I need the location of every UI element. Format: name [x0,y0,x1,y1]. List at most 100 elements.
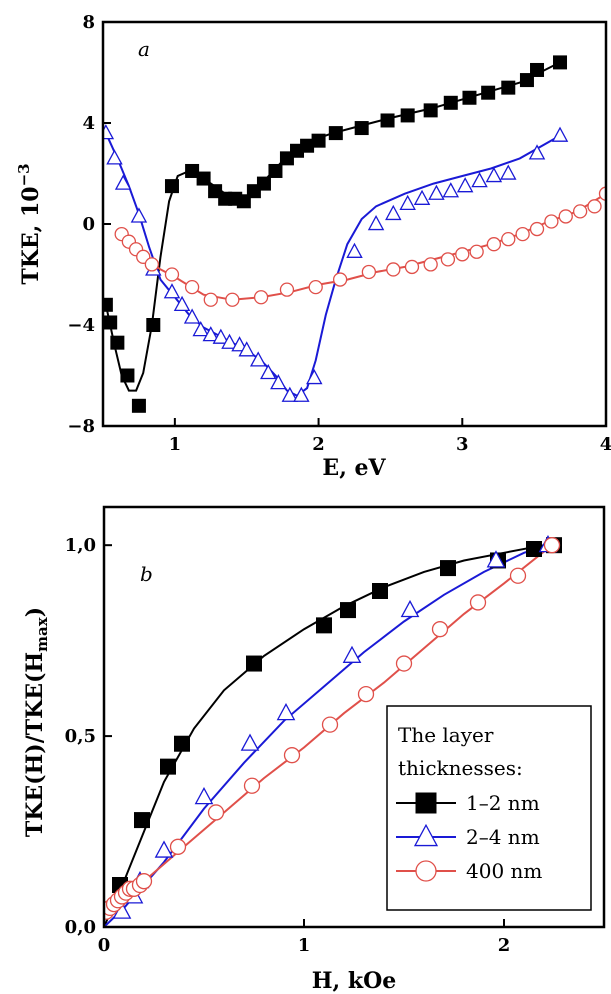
panel-a-series-3-point-16 [404,259,420,275]
legend-title-line-2: thicknesses: [398,756,523,780]
panel-b-x-tick-label: 1 [298,935,311,956]
panel-a-series-1-point-2 [103,315,118,330]
panel-b-series-3-point-15 [321,716,339,733]
panel-a-series-1-point-29 [501,80,516,95]
panel-a-series-1-point-32 [553,55,568,70]
panel-a-series-3-point-13 [332,272,348,287]
panel-a-series-1-point-31 [530,62,545,77]
panel-a-series-3-point-27 [572,204,588,219]
panel-b-series-2-point-5 [194,786,214,805]
panel-a-series-2-point-17 [270,374,287,390]
panel-b-series-2-point-9 [400,599,420,618]
panel-a-y-axis-title: TKE, 10−3 [15,163,44,284]
panel-b-series-1-point-9 [440,560,456,577]
panel-a-series-1-point-26 [443,95,458,110]
panel-b-series-1-point-11 [526,541,542,557]
panel-b-series-3-point-11 [169,838,187,855]
panel-a-series-1-point-28 [481,85,496,100]
panel-b-series-3-point-12 [207,804,225,821]
panel-b-series-2-point-6 [240,733,260,751]
legend-entry-1-marker [415,792,437,814]
panel-a-series-2-point-10 [202,326,220,342]
panel-b-series-1-point-7 [340,602,356,619]
legend-entry-1-label: 1–2 nm [466,791,540,815]
panel-a-series-2-point-19 [293,386,310,402]
panel-a-series-2-point-13 [231,336,248,352]
panel-a-series-3-point-18 [440,252,456,267]
panel-a-series-1-point-27 [462,90,477,105]
panel-a-data-layer [103,55,606,413]
panel-a-series-2-point-22 [367,214,385,231]
panel-b-series-1-point-4 [174,735,190,752]
legend-entry-3-marker [415,860,437,882]
panel-a-series-3-point-7 [184,279,200,295]
panel-b-series-2-line [104,544,549,927]
panel-b-frame [102,505,606,929]
panel-b-series-1-point-6 [316,617,332,634]
panel-a-series-3-point-14 [361,264,377,280]
panel-b-y-axis-title-tail: ) [22,607,48,617]
panel-a-series-1-point-6 [146,318,161,332]
panel-a-x-tick-label: 2 [312,434,325,455]
panel-b-series-3-point-18 [431,621,449,638]
panel-a: 1 2 3 4 −8 −4 0 4 8 a E, eV TKE, 10−3 [15,12,611,481]
panel-b-y-axis-title-subscript: max [33,616,51,652]
panel-a-series-2-point-20 [306,369,323,385]
panel-b-y-axis-title: TKE(H)/TKE(Hmax) [22,607,51,837]
panel-a-series-2-point-4 [130,207,148,223]
panel-a-series-3-point-17 [423,257,438,272]
panel-b-x-axis-title: H, kOe [312,968,397,994]
panel-b: 0 1 2 0,0 0,5 1,0 b H, kOe TKE(H)/TKE(Hmax) T… [22,505,606,994]
panel-a-y-axis-title-exponent: −3 [15,163,33,186]
panel-a-series-2-point-30 [485,167,503,183]
panel-b-y-tick-label: 0,5 [65,726,96,747]
panel-a-series-2-point-27 [442,182,460,198]
panel-b-series-3-point-14 [283,747,301,764]
panel-a-series-3-point-12 [308,279,323,295]
panel-a-series-2-point-18 [281,386,299,402]
panel-a-y-tick-label: 4 [82,113,95,134]
panel-a-series-3-point-11 [279,282,295,297]
panel-a-series-2-point-25 [413,189,431,205]
panel-b-ticks: 0 1 2 0,0 0,5 1,0 [65,535,511,956]
panel-b-series-2-point-10 [486,550,506,568]
panel-b-series-3-point-13 [243,777,261,794]
panel-a-ticks: 1 2 3 4 −8 −4 0 4 8 [67,12,611,455]
panel-b-series-2-point-8 [342,645,362,663]
panel-a-series-1-point-9 [196,171,211,186]
panel-b-x-tick-label: 2 [498,935,511,956]
legend-entry-3-label: 400 nm [466,859,542,883]
panel-a-series-2-point-8 [183,308,201,324]
panel-b-series-1-point-8 [372,583,388,599]
panel-a-series-1-point-23 [380,113,395,128]
panel-b-y-tick-label: 0,0 [65,917,96,938]
legend-entries: 1–2 nm 2–4 nm 400 nm [396,791,542,883]
panel-b-series-2-point-4 [154,840,174,858]
panel-a-series-3-point-24 [529,221,545,237]
panel-a-series-1-point-21 [328,126,343,141]
panel-a-series-3-point-10 [253,290,269,305]
panel-a-series-2-point-23 [385,204,402,221]
panel-b-series-3-point-16 [357,685,375,703]
panel-a-series-2-point-14 [238,341,255,357]
panel-a-series-1-point-25 [423,103,438,118]
panel-a-series-2-point-1 [103,124,115,140]
panel-a-series-1-point-5 [131,398,146,413]
panel-a-series-3-point-20 [469,244,484,259]
panel-a-y-tick-label: 8 [82,12,95,33]
panel-a-series-3-point-8 [203,292,218,307]
panel-a-x-tick-label: 3 [456,434,469,455]
panel-a-series-2-point-9 [192,321,209,337]
panel-a-series-3-point-25 [544,214,559,229]
panel-a-series-1-point-15 [256,176,271,191]
panel-a-series-2-point-11 [212,328,230,344]
legend-entry-2-marker [413,823,439,847]
panel-a-series-1-point-22 [354,121,369,136]
panel-a-series-1-point-24 [400,108,415,123]
panel-b-y-axis-title-main: TKE(H)/TKE(H [22,652,48,837]
panel-a-series-2-point-7 [173,295,191,312]
panel-a-y-tick-label: −4 [67,315,95,336]
panel-b-series-1-point-5 [246,655,262,672]
panel-b-y-tick-label: 1,0 [65,535,96,556]
